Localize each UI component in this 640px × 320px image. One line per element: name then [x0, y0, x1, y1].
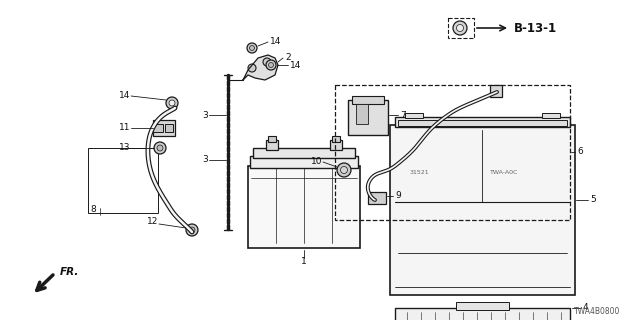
Ellipse shape: [154, 142, 166, 154]
Text: 8: 8: [90, 205, 96, 214]
Bar: [490, 85, 502, 97]
Polygon shape: [243, 55, 278, 80]
Bar: [395, 117, 570, 127]
Bar: [165, 124, 173, 132]
Text: 1: 1: [301, 258, 307, 267]
Text: 10: 10: [310, 157, 322, 166]
Text: 3: 3: [202, 110, 208, 119]
Text: TWA-A0C: TWA-A0C: [490, 170, 518, 175]
Text: TWA4B0800: TWA4B0800: [573, 308, 620, 316]
Bar: [456, 302, 509, 310]
Text: 13: 13: [118, 143, 130, 153]
Bar: [248, 166, 360, 248]
Bar: [405, 113, 423, 118]
Bar: [330, 140, 342, 150]
Ellipse shape: [269, 62, 273, 68]
Ellipse shape: [247, 43, 257, 53]
Bar: [250, 156, 358, 168]
Ellipse shape: [166, 97, 178, 109]
Bar: [335, 85, 570, 220]
Ellipse shape: [340, 166, 348, 173]
Ellipse shape: [456, 25, 463, 31]
Bar: [448, 18, 474, 38]
Text: 4: 4: [583, 303, 589, 313]
Text: 2: 2: [285, 53, 291, 62]
Text: 14: 14: [290, 60, 301, 69]
Bar: [253, 148, 355, 158]
Bar: [348, 100, 388, 135]
Bar: [395, 308, 570, 320]
Ellipse shape: [248, 64, 256, 72]
Text: 6: 6: [577, 148, 583, 156]
Ellipse shape: [266, 60, 276, 70]
Ellipse shape: [263, 58, 271, 66]
Text: 14: 14: [270, 37, 282, 46]
Ellipse shape: [157, 145, 163, 151]
Ellipse shape: [337, 163, 351, 177]
Bar: [368, 192, 386, 204]
Bar: [332, 136, 340, 142]
Bar: [356, 104, 368, 124]
Ellipse shape: [453, 21, 467, 35]
Ellipse shape: [250, 45, 255, 51]
Text: B-13-1: B-13-1: [514, 21, 557, 35]
Ellipse shape: [189, 227, 195, 233]
Text: 11: 11: [118, 124, 130, 132]
Text: 9: 9: [395, 191, 401, 201]
Text: 3: 3: [202, 156, 208, 164]
Ellipse shape: [186, 224, 198, 236]
Bar: [542, 113, 560, 118]
Text: 31521: 31521: [410, 170, 429, 175]
Bar: [352, 96, 384, 104]
Bar: [153, 124, 163, 132]
Bar: [390, 125, 575, 295]
Text: 5: 5: [590, 196, 596, 204]
Text: FR.: FR.: [60, 267, 79, 277]
Text: 7: 7: [400, 110, 406, 119]
Bar: [268, 136, 276, 142]
Ellipse shape: [169, 100, 175, 106]
Text: 12: 12: [147, 218, 158, 227]
Bar: [153, 120, 175, 136]
Bar: [398, 120, 567, 126]
Text: 14: 14: [118, 92, 130, 100]
Bar: [266, 140, 278, 150]
Bar: [88, 148, 158, 213]
